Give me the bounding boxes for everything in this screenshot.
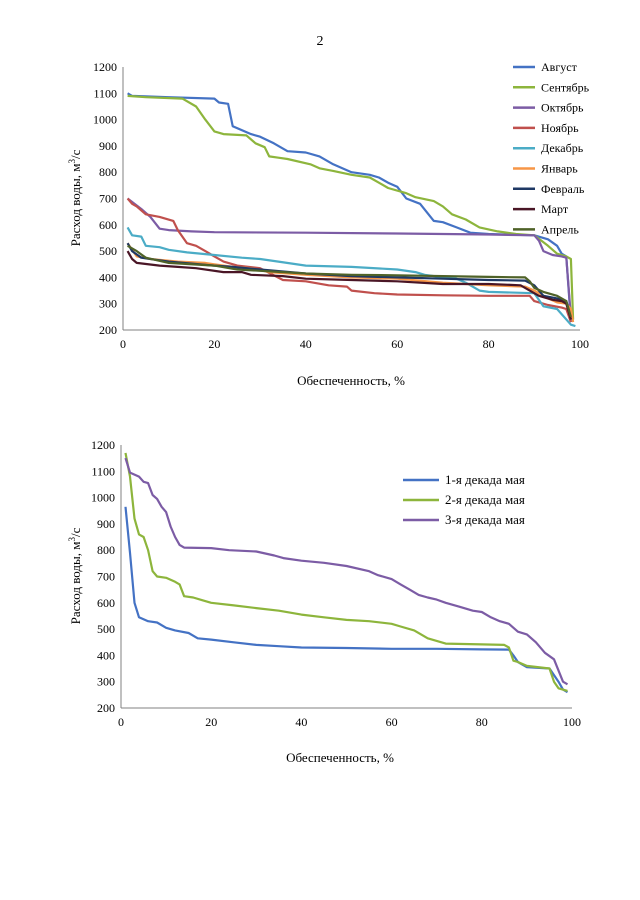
series-lines: [124, 452, 569, 694]
legend-label: Сентябрь: [541, 80, 590, 94]
legend-label: Апрель: [541, 222, 579, 236]
x-tick-labels: 0 20 40 60 80 100: [118, 715, 581, 729]
y-tick-label: 400: [99, 270, 117, 284]
legend-label: Февраль: [541, 182, 585, 196]
y-tick-label: 500: [97, 622, 115, 636]
x-tick-label: 40: [295, 715, 307, 729]
legend: Август Сентябрь Октябрь Ноябрь Декабрь Январь…: [513, 60, 590, 236]
series-line-5: [126, 226, 576, 328]
x-tick-label: 100: [571, 337, 589, 351]
y-tick-labels: 200 300 400 500 600 700 800 900 1000 1100 1200: [91, 438, 115, 715]
y-tick-label: 300: [99, 297, 117, 311]
legend-label: Октябрь: [541, 101, 584, 115]
series-line-8: [126, 250, 572, 320]
series-line-3: [126, 197, 572, 317]
series-lines: [126, 92, 576, 328]
x-tick-label: 80: [483, 337, 495, 351]
y-tick-label: 1000: [91, 491, 115, 505]
legend-label: Март: [541, 202, 569, 216]
legend-label: 3-я декада мая: [445, 512, 525, 527]
series-line-1: [124, 506, 569, 694]
y-tick-label: 1100: [93, 86, 117, 100]
y-tick-label: 700: [99, 192, 117, 206]
y-tick-label: 1200: [93, 60, 117, 74]
x-tick-label: 60: [391, 337, 403, 351]
x-tick-label: 0: [120, 337, 126, 351]
y-tick-label: 300: [97, 675, 115, 689]
series-line-9: [127, 244, 572, 318]
y-tick-label: 600: [99, 218, 117, 232]
legend-label: 1-я декада мая: [445, 472, 525, 487]
page-number: 2: [316, 34, 324, 49]
legend-label: Декабрь: [541, 141, 584, 155]
y-tick-label: 1200: [91, 438, 115, 452]
legend: 1-я декада мая 2-я декада мая 3-я декада м…: [403, 472, 525, 527]
y-axis-title: Расход воды, м3/с: [67, 149, 83, 246]
x-tick-label: 20: [208, 337, 220, 351]
legend-label: Ноябрь: [541, 121, 579, 135]
y-tick-labels: 200 300 400 500 600 700 800 900 1000 1100 1200: [93, 60, 117, 337]
y-tick-label: 900: [97, 517, 115, 531]
x-tick-label: 100: [563, 715, 581, 729]
series-line-3: [124, 457, 569, 686]
y-tick-label: 1100: [91, 464, 115, 478]
y-tick-label: 400: [97, 648, 115, 662]
legend-label: 2-я декада мая: [445, 492, 525, 507]
y-tick-label: 800: [99, 165, 117, 179]
x-tick-label: 40: [300, 337, 312, 351]
x-axis-title: Обеспеченность, %: [297, 373, 405, 388]
y-tick-label: 800: [97, 543, 115, 557]
y-tick-label: 900: [99, 139, 117, 153]
y-tick-label: 700: [97, 570, 115, 584]
series-line-4: [126, 197, 572, 323]
y-tick-label: 200: [99, 323, 117, 337]
series-line-2: [124, 452, 568, 692]
legend-label: Январь: [541, 162, 578, 176]
x-axis-title: Обеспеченность, %: [286, 750, 394, 765]
y-tick-label: 500: [99, 244, 117, 258]
y-tick-label: 1000: [93, 113, 117, 127]
y-tick-label: 200: [97, 701, 115, 715]
x-tick-labels: 0 20 40 60 80 100: [120, 337, 589, 351]
y-axis-title: Расход воды, м3/с: [67, 527, 83, 624]
x-tick-label: 20: [205, 715, 217, 729]
x-tick-label: 80: [476, 715, 488, 729]
x-tick-label: 0: [118, 715, 124, 729]
x-tick-label: 60: [386, 715, 398, 729]
legend-label: Август: [541, 60, 578, 74]
y-tick-label: 600: [97, 596, 115, 610]
